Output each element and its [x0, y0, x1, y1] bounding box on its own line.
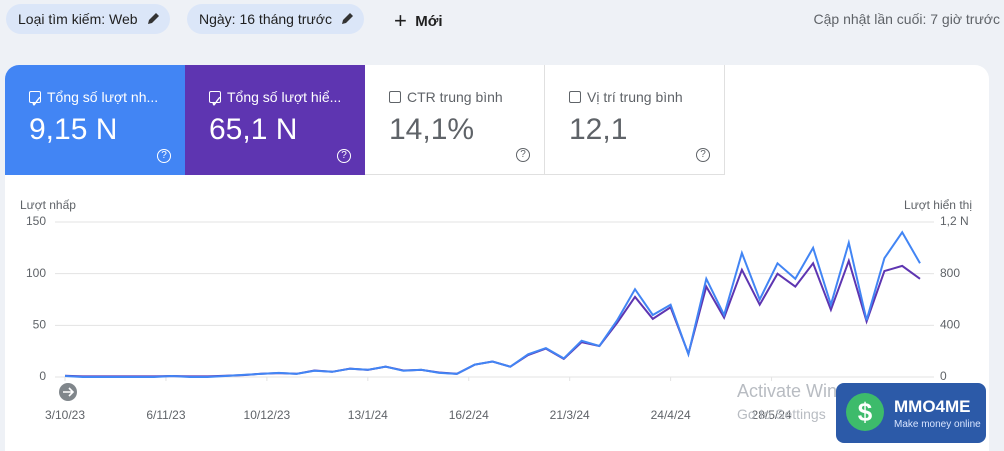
arrow-icon — [63, 387, 75, 397]
chip-label: Loại tìm kiếm: Web — [18, 11, 138, 27]
metric-card[interactable]: ✓ Tổng số lượt hiể... 65,1 N? — [185, 65, 365, 175]
x-tick-label: 28/5/24 — [752, 408, 792, 422]
watermark-subtitle: Go to Settings — [737, 406, 826, 422]
button-label: Mới — [415, 13, 443, 30]
x-tick-label: 21/3/24 — [550, 408, 590, 422]
filter-chip[interactable]: Ngày: 16 tháng trước — [187, 4, 364, 34]
performance-panel: ✓ Tổng số lượt nh... 9,15 N? ✓ Tổng số lượt… — [5, 65, 989, 451]
series-line — [64, 230, 921, 378]
metric-value: 9,15 N — [29, 113, 118, 146]
logo-icon: $ — [846, 393, 884, 431]
help-icon: ? — [337, 149, 351, 163]
checkbox — [569, 91, 581, 103]
help-icon: ? — [516, 148, 530, 162]
edit-icon — [341, 13, 353, 24]
metric-value: 14,1% — [389, 113, 475, 146]
y2-axis-title: Lượt hiển thị — [904, 198, 972, 212]
x-tick-label: 10/12/23 — [244, 408, 291, 422]
filter-chip[interactable]: Loại tìm kiếm: Web — [6, 4, 170, 34]
metric-card[interactable]: ✓ Tổng số lượt nh... 9,15 N? — [5, 65, 185, 175]
logo-badge: $ MMO4ME Make money online — [836, 383, 986, 443]
checkbox — [389, 91, 401, 103]
y2-tick-label: 800 — [940, 266, 960, 280]
y2-tick-label: 1,2 N — [940, 214, 969, 228]
metric-label: Vị trí trung bình — [587, 89, 683, 105]
y-tick-label: 50 — [33, 318, 47, 332]
metric-card[interactable]: Vị trí trung bình 12,1? — [545, 65, 725, 175]
y-tick-label: 100 — [26, 266, 46, 280]
last-updated: Cập nhật lần cuối: 7 giờ trước — [813, 11, 1001, 27]
edit-icon — [147, 13, 159, 24]
x-tick-label: 6/11/23 — [146, 408, 185, 422]
metric-value: 12,1 — [569, 113, 628, 146]
y-tick-label: 150 — [26, 214, 46, 228]
logo-tagline: Make money online — [894, 419, 981, 430]
logo-name: MMO4ME — [894, 397, 971, 416]
y2-tick-label: 0 — [940, 369, 947, 383]
x-tick-label: 13/1/24 — [348, 408, 388, 422]
x-tick-label: 3/10/23 — [45, 408, 85, 422]
metric-label: Tổng số lượt hiể... — [227, 89, 342, 105]
new-button[interactable]: + Mới — [394, 8, 443, 33]
y-tick-label: 0 — [39, 369, 46, 383]
x-tick-label: 24/4/24 — [651, 408, 691, 422]
y2-tick-label: 400 — [940, 318, 960, 332]
y-axis-title: Lượt nhấp — [20, 198, 76, 212]
x-tick-label: 16/2/24 — [449, 408, 489, 422]
metric-card[interactable]: CTR trung bình 14,1%? — [365, 65, 545, 175]
help-icon: ? — [696, 148, 710, 162]
metric-label: CTR trung bình — [407, 89, 503, 105]
metric-label: Tổng số lượt nh... — [47, 89, 159, 105]
metric-value: 65,1 N — [209, 113, 298, 146]
help-icon: ? — [157, 149, 171, 163]
chip-label: Ngày: 16 tháng trước — [199, 11, 332, 27]
series-line — [64, 257, 921, 378]
